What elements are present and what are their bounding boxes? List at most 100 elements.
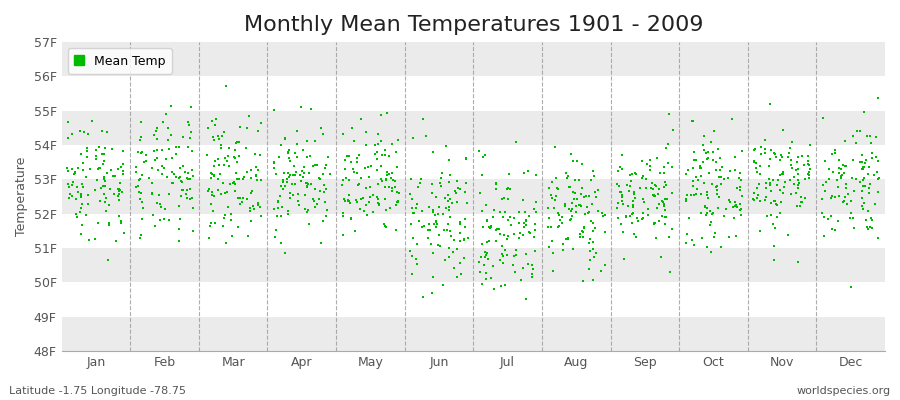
Point: [658, 214, 672, 221]
Point: [112, 213, 126, 220]
Point: [429, 224, 444, 230]
Point: [763, 156, 778, 162]
Point: [518, 209, 533, 215]
Point: [68, 170, 82, 176]
Point: [501, 216, 516, 223]
Point: [858, 182, 872, 189]
Point: [378, 146, 392, 153]
Point: [833, 166, 848, 172]
Point: [708, 167, 723, 174]
Point: [183, 186, 197, 192]
Point: [184, 148, 199, 154]
Point: [869, 169, 884, 176]
Point: [864, 214, 878, 221]
Point: [631, 218, 645, 224]
Point: [478, 152, 492, 158]
Point: [687, 148, 701, 155]
Point: [814, 195, 829, 202]
Point: [862, 181, 877, 188]
Point: [206, 137, 220, 143]
Point: [442, 204, 456, 210]
Point: [679, 171, 693, 177]
Point: [422, 221, 436, 228]
Point: [545, 249, 560, 256]
Point: [484, 223, 499, 229]
Point: [485, 263, 500, 269]
Point: [153, 201, 167, 208]
Point: [696, 142, 710, 148]
Point: [209, 116, 223, 122]
Point: [67, 171, 81, 177]
Point: [382, 170, 396, 177]
Point: [616, 201, 630, 208]
Point: [560, 175, 574, 182]
Point: [202, 223, 217, 229]
Point: [425, 290, 439, 296]
Point: [546, 268, 561, 274]
Point: [250, 128, 265, 134]
Point: [389, 201, 403, 208]
Point: [500, 252, 514, 258]
Point: [145, 180, 159, 187]
Point: [93, 165, 107, 172]
Point: [112, 186, 126, 192]
Point: [859, 157, 873, 163]
Point: [480, 250, 494, 256]
Point: [75, 222, 89, 228]
Point: [803, 166, 817, 172]
Point: [727, 203, 742, 210]
Point: [836, 162, 850, 168]
Point: [388, 177, 402, 184]
Point: [767, 243, 781, 250]
Point: [833, 175, 848, 181]
Point: [475, 281, 490, 288]
Point: [790, 158, 805, 165]
Point: [549, 184, 563, 191]
Point: [646, 192, 661, 198]
Point: [570, 196, 584, 202]
Point: [345, 124, 359, 131]
Point: [481, 255, 495, 262]
Point: [104, 146, 119, 152]
Point: [776, 170, 790, 177]
Point: [564, 206, 579, 213]
Point: [382, 152, 396, 159]
Point: [479, 202, 493, 208]
Point: [837, 198, 851, 205]
Point: [623, 172, 637, 178]
Point: [864, 140, 878, 146]
Point: [562, 184, 576, 190]
Point: [746, 195, 760, 202]
Point: [336, 232, 350, 238]
Point: [298, 180, 312, 186]
Point: [74, 231, 88, 237]
Point: [184, 176, 198, 182]
Point: [82, 237, 96, 243]
Point: [301, 207, 315, 214]
Point: [636, 196, 651, 202]
Point: [79, 144, 94, 151]
Point: [629, 234, 643, 240]
Point: [392, 189, 406, 196]
Point: [212, 176, 226, 182]
Point: [644, 167, 658, 173]
Point: [440, 227, 454, 233]
Point: [717, 176, 732, 182]
Point: [278, 135, 293, 141]
Point: [302, 221, 316, 228]
Point: [477, 262, 491, 268]
Point: [694, 173, 708, 179]
Point: [855, 188, 869, 194]
Point: [336, 212, 350, 219]
Point: [374, 163, 388, 170]
Point: [450, 246, 464, 253]
Point: [448, 188, 463, 194]
Point: [521, 168, 535, 174]
Point: [527, 234, 542, 240]
Point: [346, 138, 361, 144]
Point: [111, 166, 125, 172]
Point: [686, 183, 700, 189]
Point: [134, 149, 148, 156]
Point: [174, 193, 188, 199]
Point: [354, 175, 368, 182]
